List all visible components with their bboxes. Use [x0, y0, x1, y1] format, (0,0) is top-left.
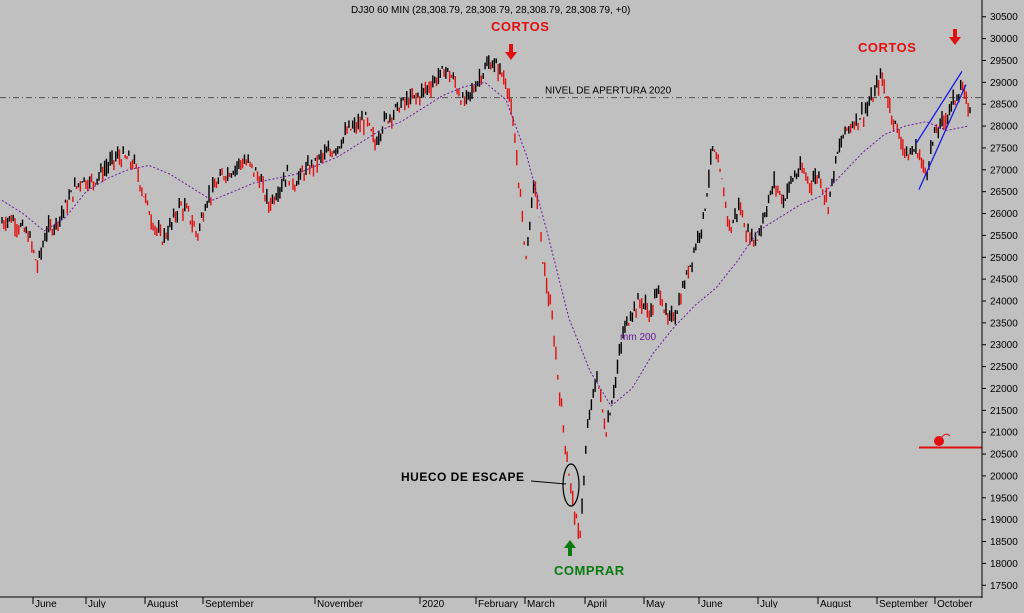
- comprar-label: COMPRAR: [554, 563, 625, 578]
- gap-ellipse: [562, 463, 580, 507]
- ma200-label: mm 200: [620, 332, 657, 343]
- y-tick-label: 19500: [990, 493, 1018, 504]
- y-axis-ticks: 17500 18000 18500 19000 19500 20000 20500 21000…: [982, 12, 1018, 592]
- hueco-de-escape-label: HUECO DE ESCAPE: [401, 470, 525, 484]
- x-tick-label: August: [820, 599, 851, 608]
- x-tick-label: June: [35, 599, 57, 608]
- y-tick-label: 30500: [990, 12, 1018, 23]
- y-tick-label: 21000: [990, 428, 1018, 439]
- x-tick-label: October: [937, 599, 973, 608]
- y-tick-label: 25000: [990, 253, 1018, 264]
- y-tick-label: 19000: [990, 515, 1018, 526]
- channel-upper-line: [915, 71, 963, 144]
- y-tick-label: 18000: [990, 559, 1018, 570]
- x-tick-label: August: [147, 599, 178, 608]
- x-tick-label: June: [701, 599, 723, 608]
- y-tick-label: 23500: [990, 318, 1018, 329]
- y-tick-label: 27000: [990, 165, 1018, 176]
- y-tick-label: 26000: [990, 209, 1018, 220]
- hueco-pointer-line: [530, 480, 567, 485]
- y-tick-label: 24500: [990, 275, 1018, 286]
- down-arrow-icon: [505, 44, 517, 60]
- x-tick-label: April: [587, 599, 607, 608]
- y-tick-label: 21500: [990, 406, 1018, 417]
- y-tick-label: 18500: [990, 537, 1018, 548]
- x-tick-label: May: [646, 599, 665, 608]
- y-tick-label: 23000: [990, 340, 1018, 351]
- x-tick-label: November: [317, 599, 364, 608]
- y-tick-label: 30000: [990, 34, 1018, 45]
- up-arrow-icon: [564, 540, 576, 556]
- cortos-label-1: CORTOS: [491, 19, 549, 34]
- chart-title: DJ30 60 MIN (28,308.79, 28,308.79, 28,30…: [351, 5, 630, 16]
- opening-level-label: NIVEL DE APERTURA 2020: [545, 86, 672, 97]
- x-tick-label: September: [205, 599, 255, 608]
- x-tick-label: 2020: [422, 599, 445, 608]
- y-tick-label: 22000: [990, 384, 1018, 395]
- y-tick-label: 17500: [990, 581, 1018, 592]
- channel-lower-line: [918, 84, 967, 190]
- down-arrow-icon: [949, 29, 961, 45]
- cortos-label-2: CORTOS: [858, 40, 916, 55]
- x-tick-label: March: [527, 599, 555, 608]
- x-tick-label: July: [88, 599, 106, 608]
- price-series: [1, 55, 971, 539]
- x-tick-label: September: [879, 599, 929, 608]
- y-tick-label: 20500: [990, 450, 1018, 461]
- y-tick-label: 27500: [990, 143, 1018, 154]
- y-tick-label: 24000: [990, 297, 1018, 308]
- y-tick-label: 29500: [990, 56, 1018, 67]
- y-tick-label: 22500: [990, 362, 1018, 373]
- y-tick-label: 28000: [990, 122, 1018, 133]
- x-tick-label: February: [478, 599, 518, 608]
- y-tick-label: 29000: [990, 78, 1018, 89]
- y-tick-label: 26500: [990, 187, 1018, 198]
- y-tick-label: 20000: [990, 471, 1018, 482]
- y-tick-label: 25500: [990, 231, 1018, 242]
- bomb-icon: [934, 433, 951, 446]
- y-tick-label: 28500: [990, 100, 1018, 111]
- x-tick-label: July: [760, 599, 778, 608]
- x-axis-ticks: June July August September November 2020 Febru…: [32, 597, 973, 610]
